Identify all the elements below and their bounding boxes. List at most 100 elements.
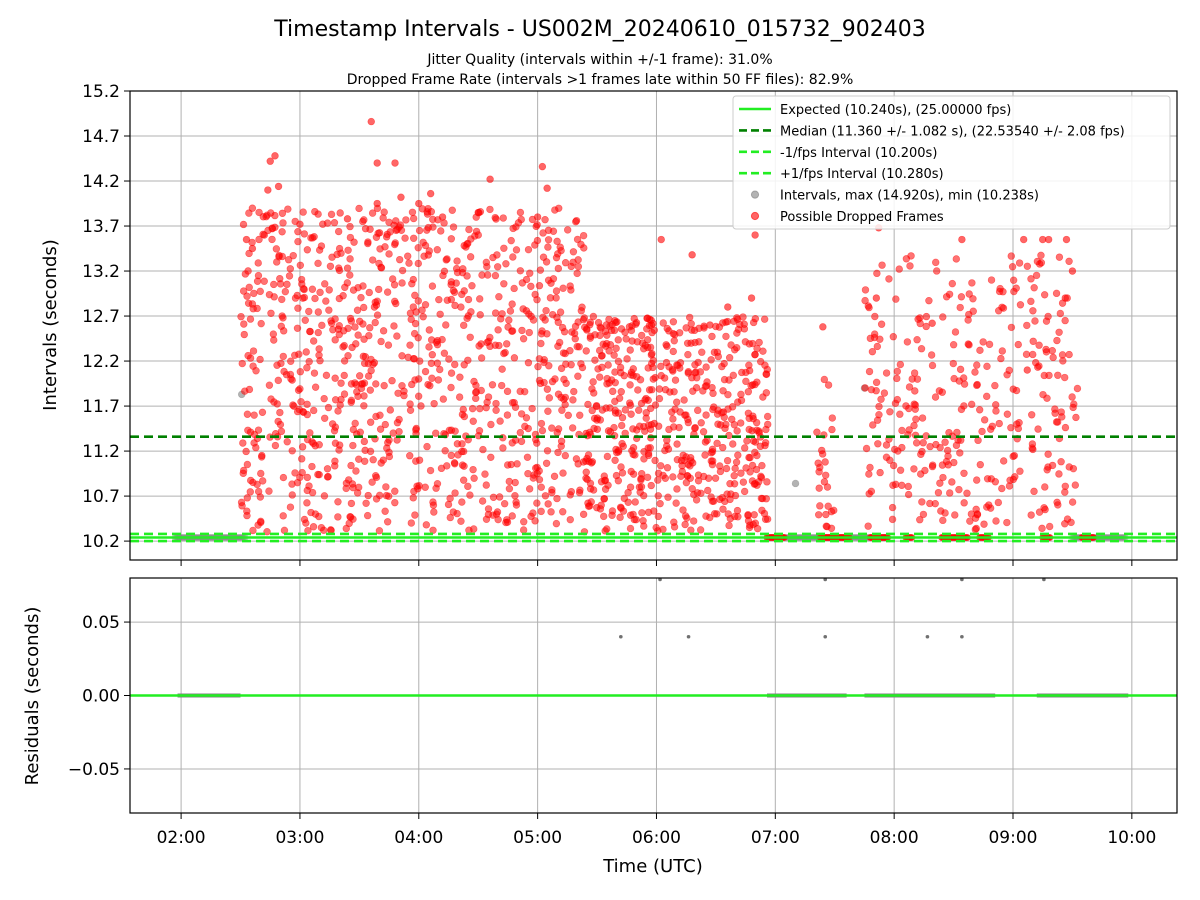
y-tick-label: 11.2 xyxy=(82,442,120,462)
dropped-frame-point xyxy=(1034,363,1042,371)
dropped-frame-point xyxy=(819,323,827,331)
dropped-frame-point xyxy=(257,319,265,328)
dropped-frame-point xyxy=(980,416,989,424)
dropped-frame-point xyxy=(446,513,454,522)
dropped-frame-point xyxy=(1049,353,1057,362)
dropped-frame-point xyxy=(877,320,886,328)
dropped-frame-point xyxy=(965,341,973,349)
dropped-frame-point xyxy=(560,328,569,336)
dropped-frame-point xyxy=(369,456,377,464)
dropped-frame-point xyxy=(450,459,459,467)
dropped-frame-point xyxy=(303,473,312,482)
dropped-frame-point xyxy=(391,498,399,507)
dropped-frame-point xyxy=(502,518,510,527)
dropped-frame-point xyxy=(687,526,695,534)
dropped-frame-point xyxy=(762,389,771,397)
dropped-frame-point xyxy=(654,469,663,478)
dropped-frame-point xyxy=(742,464,750,472)
dropped-frame-point xyxy=(973,381,981,390)
dropped-frame-point xyxy=(1014,340,1022,349)
dropped-frame-point xyxy=(654,476,662,484)
dropped-frame-point xyxy=(1054,501,1062,509)
dropped-frame-point xyxy=(1019,235,1028,244)
dropped-frame-point xyxy=(460,321,468,330)
dropped-frame-point xyxy=(482,481,490,489)
dropped-frame-point xyxy=(392,299,400,308)
dropped-frame-point xyxy=(874,440,882,448)
dropped-frame-point xyxy=(737,419,745,427)
dropped-frame-point xyxy=(875,402,883,411)
dropped-frame-point xyxy=(406,452,414,460)
dropped-frame-point xyxy=(376,425,385,433)
dropped-frame-point xyxy=(656,499,664,508)
dropped-frame-point xyxy=(458,410,467,419)
y-tick-label: 12.7 xyxy=(82,307,120,327)
dropped-frame-point xyxy=(346,314,355,323)
dropped-frame-point xyxy=(983,503,991,511)
dropped-frame-point xyxy=(889,481,897,489)
dropped-frame-point xyxy=(891,445,899,454)
dropped-frame-point xyxy=(414,297,422,305)
plot-area xyxy=(130,117,1177,543)
dropped-frame-point xyxy=(497,381,506,390)
dropped-frame-point xyxy=(406,406,415,415)
dropped-frame-point xyxy=(714,352,723,361)
dropped-frame-point xyxy=(888,515,897,524)
dropped-frame-point xyxy=(659,319,667,327)
dropped-frame-point xyxy=(713,439,721,448)
x-tick-label: 08:00 xyxy=(870,828,919,848)
dropped-frame-point xyxy=(827,507,836,516)
dropped-frame-point xyxy=(610,423,618,432)
dropped-frame-point xyxy=(384,341,393,349)
dropped-frame-point xyxy=(627,410,635,418)
dropped-frame-point xyxy=(605,379,613,387)
dropped-frame-point xyxy=(343,264,352,272)
dropped-frame-point xyxy=(1031,317,1039,325)
dropped-frame-point xyxy=(593,416,601,424)
dropped-frame-point xyxy=(533,499,541,507)
y-tick-label: 0.05 xyxy=(82,613,120,633)
dropped-frame-point xyxy=(951,328,960,336)
dropped-frame-point xyxy=(913,336,921,344)
dropped-frame-point xyxy=(453,257,461,265)
dropped-frame-point xyxy=(716,495,724,504)
dropped-frame-point xyxy=(391,239,399,247)
dropped-frame-point xyxy=(966,517,974,525)
dropped-frame-point xyxy=(404,252,412,260)
dropped-frame-point xyxy=(488,381,497,389)
dropped-frame-point xyxy=(568,424,577,432)
dropped-frame-point xyxy=(468,404,477,413)
dropped-frame-point xyxy=(364,238,372,246)
dropped-frame-point xyxy=(1028,440,1037,448)
dropped-frame-point xyxy=(388,377,396,385)
dropped-frame-point xyxy=(377,337,385,346)
dropped-frame-point xyxy=(464,482,472,491)
dropped-frame-point xyxy=(618,469,627,477)
dropped-frame-point xyxy=(544,243,552,251)
residual-point xyxy=(823,634,828,639)
dropped-frame-point xyxy=(393,332,401,340)
dropped-frame-point xyxy=(688,485,696,493)
dropped-frame-point xyxy=(270,280,278,289)
dropped-frame-point xyxy=(248,244,257,253)
dropped-frame-point xyxy=(1030,487,1038,496)
dropped-frame-point xyxy=(308,285,317,293)
dropped-frame-point xyxy=(707,457,715,465)
dropped-frame-point xyxy=(740,487,749,496)
dropped-frame-point xyxy=(922,322,930,331)
dropped-frame-point xyxy=(450,288,459,296)
dropped-frame-point xyxy=(366,386,375,394)
dropped-frame-point xyxy=(327,319,336,328)
dropped-frame-point xyxy=(992,407,1000,415)
dropped-frame-point xyxy=(569,248,578,256)
dropped-frame-point xyxy=(548,486,556,494)
dropped-frame-point xyxy=(912,415,920,423)
dropped-frame-point xyxy=(383,444,391,452)
dropped-frame-point xyxy=(428,282,437,290)
dropped-frame-point xyxy=(534,362,542,371)
dropped-frame-point xyxy=(642,409,650,417)
dropped-frame-point xyxy=(590,424,598,433)
dropped-frame-point xyxy=(963,489,971,497)
dropped-frame-point xyxy=(289,251,297,260)
dropped-frame-point xyxy=(280,367,288,376)
